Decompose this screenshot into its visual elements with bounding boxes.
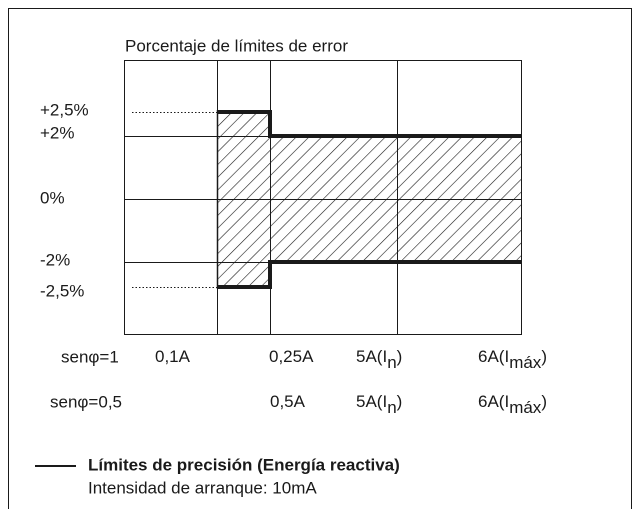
label-main: 0,25A (269, 347, 314, 366)
label-close: ) (541, 392, 547, 411)
label-sub: n (387, 353, 396, 372)
y-label: +2% (40, 123, 75, 142)
legend-note: Intensidad de arranque: 10mA (88, 478, 317, 497)
x-label: 0,5A (270, 392, 306, 411)
label-close: ) (397, 392, 403, 411)
row-label: senφ=1 (61, 347, 119, 366)
x-label: 0,25A (269, 347, 314, 366)
label-main: 0,1A (155, 347, 191, 366)
label-sub: n (387, 398, 396, 417)
row-label: senφ=0,5 (50, 392, 122, 411)
plot-area (124, 60, 522, 335)
diagram-title: Porcentaje de límites de error (125, 36, 348, 55)
lower-limit (217, 260, 522, 289)
legend-label: Límites de precisión (Energía reactiva) (88, 455, 400, 474)
x-label: 0,1A (155, 347, 191, 366)
frame (8, 8, 632, 509)
label-sub: máx (509, 353, 542, 372)
upper-limit (217, 110, 522, 138)
y-label: 0% (40, 188, 65, 207)
label-close: ) (397, 347, 403, 366)
label-main: 5A(I (356, 347, 387, 366)
y-label: -2% (40, 250, 70, 269)
y-label: -2,5% (40, 281, 84, 300)
label-main: 5A(I (356, 392, 387, 411)
x-label: 6A(Imáx) (478, 347, 547, 372)
label-main: 0,5A (270, 392, 306, 411)
y-label: +2,5% (40, 100, 89, 119)
label-close: ) (541, 347, 547, 366)
x-label: 5A(In) (356, 347, 402, 372)
x-label: 6A(Imáx) (478, 392, 547, 417)
label-main: 6A(I (478, 347, 509, 366)
label-sub: máx (509, 398, 542, 417)
label-main: 6A(I (478, 392, 509, 411)
x-label: 5A(In) (356, 392, 402, 417)
